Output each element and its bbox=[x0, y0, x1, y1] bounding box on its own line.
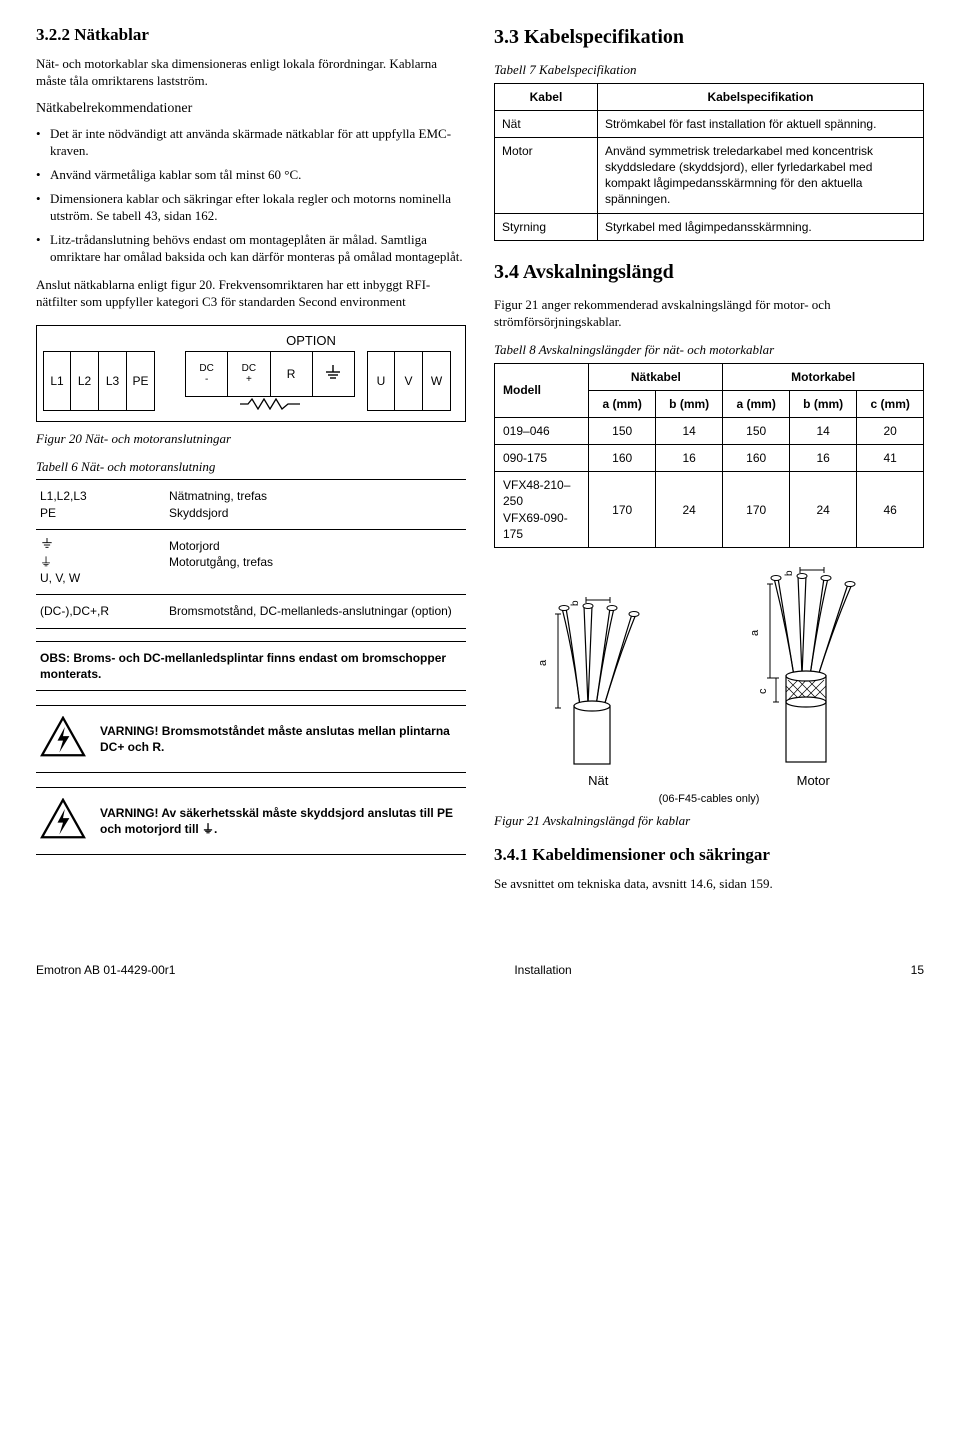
cable-labels: Nät Motor bbox=[494, 772, 924, 790]
warning-2: VARNING! Av säkerhetsskäl måste skyddsjo… bbox=[36, 787, 466, 855]
table-row: (DC-),DC+,R Bromsmotstånd, DC-mellanleds… bbox=[36, 595, 466, 628]
terminal-l3: L3 bbox=[99, 351, 127, 411]
svg-text:b: b bbox=[570, 600, 581, 606]
table-row: 090-175 160 16 160 16 41 bbox=[495, 445, 924, 472]
terminal-pe: PE bbox=[127, 351, 155, 411]
subhead-rekommend: Nätkabelrekommendationer bbox=[36, 100, 466, 119]
resistor-icon bbox=[240, 398, 300, 410]
cable-note: (06-F45-cables only) bbox=[494, 792, 924, 807]
p-341: Se avsnittet om tekniska data, avsnitt 1… bbox=[494, 875, 924, 893]
footer-left: Emotron AB 01-4429-00r1 bbox=[36, 962, 175, 978]
right-column: 3.3 Kabelspecifikation Tabell 7 Kabelspe… bbox=[494, 24, 924, 902]
intro-paragraph: Nät- och motorkablar ska dimensioneras e… bbox=[36, 55, 466, 90]
cable-nat-icon: b a bbox=[514, 596, 684, 766]
bullet-item: Litz-trådanslutning behövs endast om mon… bbox=[36, 231, 466, 266]
svg-text:c: c bbox=[757, 688, 769, 694]
heading-33: 3.3 Kabelspecifikation bbox=[494, 24, 924, 51]
heading-341: 3.4.1 Kabeldimensioner och säkringar bbox=[494, 844, 924, 867]
table-row: Motor Använd symmetrisk treledarkabel me… bbox=[495, 137, 924, 213]
figure-20-caption: Figur 20 Nät- och motoranslutningar bbox=[36, 430, 466, 448]
table-row: L1,L2,L3 PE Nätmatning, trefas Skyddsjor… bbox=[36, 480, 466, 529]
bullet-list: Det är inte nödvändigt att använda skärm… bbox=[36, 125, 466, 266]
p-34: Figur 21 anger rekommenderad avskalnings… bbox=[494, 296, 924, 331]
heading-322: 3.2.2 Nätkablar bbox=[36, 24, 466, 47]
table-6-caption: Tabell 6 Nät- och motoranslutning bbox=[36, 458, 466, 476]
table-row: Styrning Styrkabel med lågimpedansskärmn… bbox=[495, 213, 924, 240]
terminal-dc-minus: DC- bbox=[185, 351, 228, 397]
bullet-item: Det är inte nödvändigt att använda skärm… bbox=[36, 125, 466, 160]
terminal-u: U bbox=[367, 351, 395, 411]
warning-1: VARNING! Bromsmotståndet måste anslutas … bbox=[36, 705, 466, 773]
cable-label-nat: Nät bbox=[588, 772, 608, 790]
page-footer: Emotron AB 01-4429-00r1 Installation 15 bbox=[36, 962, 924, 978]
table-7-caption: Tabell 7 Kabelspecifikation bbox=[494, 61, 924, 79]
svg-text:a: a bbox=[749, 629, 761, 636]
footer-page-number: 15 bbox=[911, 962, 924, 978]
table-row: 019–046 150 14 150 14 20 bbox=[495, 417, 924, 444]
option-label: OPTION bbox=[163, 332, 459, 350]
table-8: Modell Nätkabel Motorkabel a (mm) b (mm)… bbox=[494, 363, 924, 549]
terminal-r: R bbox=[271, 351, 313, 397]
obs-note: OBS: Broms- och DC-mellanledsplintar fin… bbox=[36, 641, 466, 691]
left-column: 3.2.2 Nätkablar Nät- och motorkablar ska… bbox=[36, 24, 466, 902]
footer-center: Installation bbox=[514, 962, 571, 978]
bullet-item: Dimensionera kablar och säkringar efter … bbox=[36, 190, 466, 225]
bullet-item: Använd värmetåliga kablar som tål minst … bbox=[36, 166, 466, 184]
svg-text:a: a bbox=[537, 659, 549, 666]
terminal-l2: L2 bbox=[71, 351, 99, 411]
table-row: Nät Strömkabel för fast installation för… bbox=[495, 110, 924, 137]
terminal-l1: L1 bbox=[43, 351, 71, 411]
table-row: ⏚ U, V, W Motorjord Motorutgång, trefas bbox=[36, 529, 466, 595]
svg-text:b: b bbox=[784, 570, 795, 576]
option-diagram: OPTION L1 L2 L3 PE DC- DC+ R bbox=[36, 325, 466, 423]
terminal-w: W bbox=[423, 351, 451, 411]
warning-icon bbox=[40, 716, 86, 762]
terminal-v: V bbox=[395, 351, 423, 411]
table-7: Kabel Kabelspecifikation Nät Strömkabel … bbox=[494, 83, 924, 241]
anslut-paragraph: Anslut nätkablarna enligt figur 20. Frek… bbox=[36, 276, 466, 311]
table-6: L1,L2,L3 PE Nätmatning, trefas Skyddsjor… bbox=[36, 479, 466, 628]
warning-icon bbox=[40, 798, 86, 844]
heading-34: 3.4 Avskalningslängd bbox=[494, 259, 924, 286]
terminal-dc-plus: DC+ bbox=[228, 351, 270, 397]
table-8-caption: Tabell 8 Avskalningslängder för nät- och… bbox=[494, 341, 924, 359]
cable-stripping-diagram: b a bbox=[494, 566, 924, 766]
table-row: VFX48-210–250 VFX69-090-175 170 24 170 2… bbox=[495, 472, 924, 548]
cable-motor-icon: b a bbox=[724, 566, 904, 766]
terminal-ground-icon bbox=[313, 351, 355, 397]
figure-21-caption: Figur 21 Avskalningslängd för kablar bbox=[494, 812, 924, 830]
cable-label-motor: Motor bbox=[797, 772, 830, 790]
